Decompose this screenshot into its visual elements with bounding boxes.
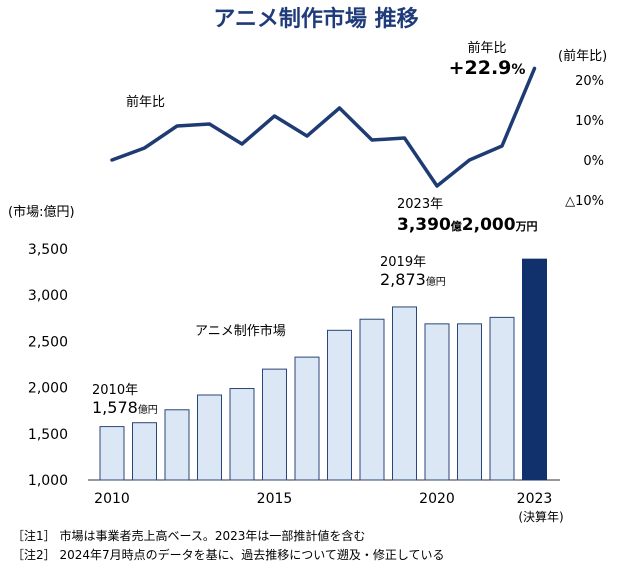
callout-2023-value: 3,390億2,000万円: [397, 215, 538, 235]
yoy-line-chart: 20% 10% 0% △10%: [110, 66, 604, 209]
bar-ytick-label: 2,000: [28, 381, 68, 397]
market-bar-chart: 1,000 1,500 2,000 2,500 3,000 3,500 2010 2015 20…: [28, 242, 560, 507]
bar-ytick-label: 1,000: [28, 473, 68, 489]
bar-xtick-label: 2015: [257, 491, 293, 507]
bar-ytick-label: 3,500: [28, 242, 68, 258]
xtick-sub-label: (決算年): [518, 509, 563, 524]
bar-ytick-label: 1,500: [28, 427, 68, 443]
yoy-point-2020: [435, 184, 439, 188]
bar-2012: [164, 409, 190, 481]
line-annotation-label: 前年比: [467, 40, 506, 56]
yoy-point-2019: [403, 136, 406, 140]
yoy-point-2016: [305, 134, 309, 138]
bar-ylabel: (市場:億円): [8, 204, 75, 220]
bar-series-label: アニメ制作市場: [195, 323, 286, 339]
yoy-point-2017: [338, 106, 341, 110]
yoy-point-2014: [240, 142, 244, 146]
note-1: ［注1］ 市場は事業者売上高ベース。2023年は一部推計値を含む: [12, 528, 365, 543]
bar-2013: [197, 394, 222, 481]
bar-2018: [359, 318, 385, 481]
bar-xtick-label: 2023: [517, 491, 553, 507]
bar-2023: [522, 258, 547, 481]
bar-2019: [392, 306, 417, 481]
line-ytick-label: 0%: [583, 154, 604, 169]
yoy-point-2018: [370, 138, 374, 142]
line-ylabel: (前年比): [558, 48, 607, 64]
line-ytick-label: 10%: [575, 114, 604, 129]
bar-2015: [262, 368, 287, 481]
yoy-point-2023: [533, 66, 536, 70]
yoy-point-2011: [143, 146, 146, 150]
yoy-point-2021: [468, 158, 471, 162]
line-series-label: 前年比: [126, 94, 165, 110]
callout-2010-year: 2010年: [92, 383, 138, 398]
line-ytick-label: 20%: [575, 74, 604, 89]
callout-2023-year: 2023年: [397, 197, 443, 212]
bar-2020: [424, 323, 450, 481]
bar-2017: [327, 329, 352, 481]
bar-2016: [294, 356, 320, 481]
chart-title: アニメ制作市場 推移: [213, 6, 418, 32]
bar-2011: [132, 422, 157, 481]
bar-xtick-label: 2010: [94, 491, 130, 507]
bar-2022: [489, 316, 515, 481]
line-ytick-label: △10%: [565, 194, 604, 209]
yoy-point-2013: [208, 122, 211, 126]
bar-ytick-label: 2,500: [28, 334, 68, 350]
yoy-point-2022: [500, 144, 504, 148]
yoy-point-2015: [273, 114, 276, 118]
callout-2010-value: 1,578億円: [92, 398, 158, 417]
line-annotation-value: +22.9%: [449, 57, 526, 79]
bar-xtick-label: 2020: [419, 491, 455, 507]
callout-2019-value: 2,873億円: [380, 270, 446, 289]
bar-2010: [99, 426, 125, 481]
bar-2021: [457, 323, 482, 481]
note-2: ［注2］ 2024年7月時点のデータを基に、過去推移について遡及・修正している: [12, 547, 445, 562]
bar-2014: [229, 388, 255, 481]
yoy-line: [110, 66, 537, 188]
yoy-point-2010: [110, 158, 114, 162]
yoy-point-2012: [175, 124, 179, 128]
bar-ytick-label: 3,000: [28, 288, 68, 304]
callout-2019-year: 2019年: [380, 255, 426, 270]
